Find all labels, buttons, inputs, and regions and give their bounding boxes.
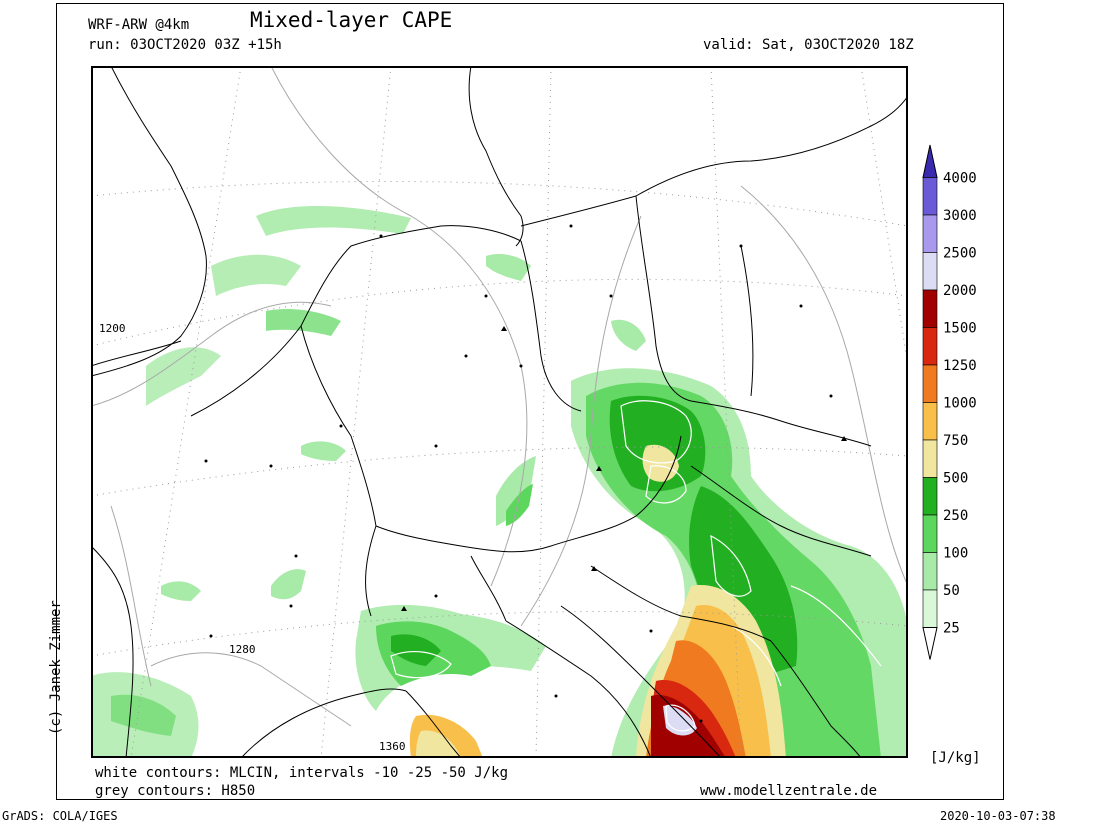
colorbar-cell xyxy=(922,214,938,253)
grey-contours-note: grey contours: H850 xyxy=(95,783,256,799)
colorbar-cell xyxy=(922,177,938,216)
colorbar-cell xyxy=(922,439,938,478)
colorbar-tick-label: 1500 xyxy=(943,321,977,337)
cape-shading xyxy=(91,206,908,758)
colorbar-cell xyxy=(922,252,938,291)
colorbar-tick-label: 50 xyxy=(943,583,960,599)
contour-label-1360: 1360 xyxy=(379,740,406,753)
colorbar-tick-label: 2000 xyxy=(943,283,977,299)
colorbar-tick-label: 1250 xyxy=(943,358,977,374)
colorbar-cell xyxy=(922,589,938,628)
colorbar-cell xyxy=(922,327,938,366)
colorbar-tick-label: 2500 xyxy=(943,246,977,262)
colorbar-cap-bottom xyxy=(922,627,938,660)
colorbar-tick-label: 4000 xyxy=(943,171,977,187)
mlcin-contours xyxy=(390,400,882,732)
colorbar-cell xyxy=(922,514,938,553)
contour-label-1200: 1200 xyxy=(99,322,126,335)
city-markers xyxy=(204,224,847,723)
colorbar-cell xyxy=(922,552,938,591)
unit-label: [J/kg] xyxy=(930,750,981,766)
valid-label: valid: Sat, 03OCT2020 18Z xyxy=(703,37,914,53)
white-contours-note: white contours: MLCIN, intervals -10 -25… xyxy=(95,765,509,781)
colorbar-tick-label: 100 xyxy=(943,546,968,562)
cape-map: 1200 1280 1360 xyxy=(91,66,908,758)
lat-lon-grid xyxy=(91,66,908,758)
colorbar-cell xyxy=(922,402,938,441)
colorbar-tick-label: 1000 xyxy=(943,396,977,412)
colorbar-cell xyxy=(922,477,938,516)
colorbar-cell xyxy=(922,289,938,328)
coastlines-borders xyxy=(91,66,908,758)
timestamp-label: 2020-10-03-07:38 xyxy=(940,809,1056,823)
run-label: run: 03OCT2020 03Z +15h xyxy=(88,37,282,53)
colorbar-tick-label: 25 xyxy=(943,621,960,637)
colorbar-tick-label: 250 xyxy=(943,508,968,524)
plot-frame xyxy=(56,3,1004,800)
colorbar-tick-label: 3000 xyxy=(943,208,977,224)
contour-label-1280: 1280 xyxy=(229,643,256,656)
colorbar-cell xyxy=(922,364,938,403)
colorbar-cap-top xyxy=(922,144,938,178)
h850-contours xyxy=(91,66,908,727)
chart-title: Mixed-layer CAPE xyxy=(250,8,453,32)
colorbar: 4000 3000 2500 2000 1500 1250 1000 750 500 250 100… xyxy=(922,144,977,660)
model-label: WRF-ARW @4km xyxy=(88,17,190,33)
colorbar-tick-label: 750 xyxy=(943,433,968,449)
credit-label: (c) Janek Zimmer xyxy=(48,600,64,735)
website-link: www.modellzentrale.de xyxy=(700,783,878,799)
grads-label: GrADS: COLA/IGES xyxy=(2,809,118,823)
colorbar-tick-label: 500 xyxy=(943,471,968,487)
